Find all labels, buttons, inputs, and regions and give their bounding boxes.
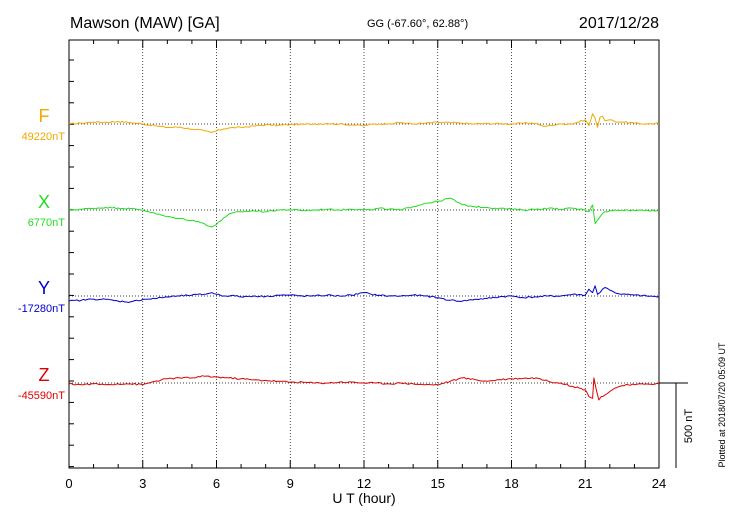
plotted-timestamp: Plotted at 2018/07/20 05:09 UT [717,342,727,468]
series-line-F [68,113,660,133]
series-name-X: X [38,192,50,212]
x-tick-label-9: 9 [287,476,294,491]
series-name-F: F [39,106,50,126]
x-tick-label-6: 6 [213,476,220,491]
geographic-coordinates: GG (-67.60°, 62.88°) [367,18,468,30]
grid-lines [142,40,586,468]
baseline-label-Z: -45590nT [18,390,65,402]
x-axis-label: U T (hour) [332,490,395,506]
baseline-label-X: 6770nT [28,217,66,229]
x-tick-label-18: 18 [504,476,518,491]
plot-date: 2017/12/28 [579,15,659,32]
series-name-Z: Z [39,365,50,385]
x-tick-label-12: 12 [357,476,371,491]
x-tick-labels: 0 3 6 9 12 15 18 21 24 [65,476,666,491]
scale-bar: 500 nT [659,382,695,468]
baseline-label-Y: -17280nT [18,303,65,315]
series-lines [68,113,660,401]
series-line-Z [68,375,660,401]
x-tick-label-3: 3 [139,476,146,491]
series-labels: F 49220nT X 6770nT Y -17280nT Z -45590nT [18,106,65,402]
x-tick-label-24: 24 [652,476,666,491]
series-line-Y [68,285,660,303]
baseline-label-F: 49220nT [22,131,66,143]
station-title: Mawson (MAW) [GA] [70,15,220,32]
x-tick-label-15: 15 [431,476,445,491]
series-name-Y: Y [38,278,50,298]
x-tick-label-0: 0 [65,476,72,491]
axis-ticks [68,40,660,468]
x-tick-label-21: 21 [578,476,592,491]
series-line-X [68,197,660,228]
scale-bar-label: 500 nT [683,409,695,444]
